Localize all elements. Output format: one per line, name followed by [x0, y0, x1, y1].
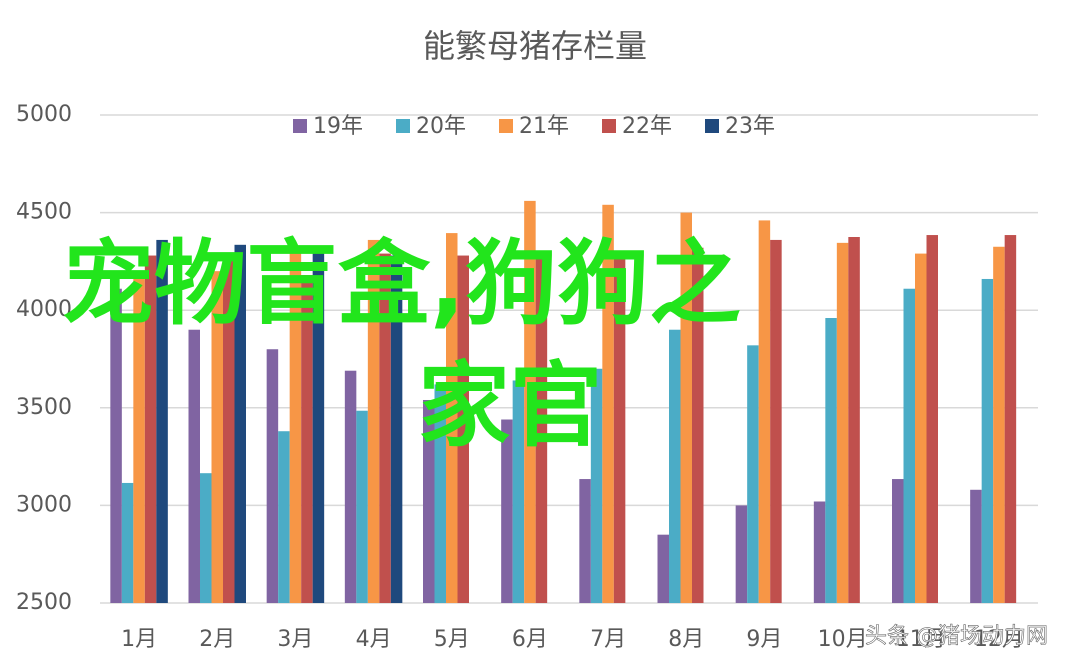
bar	[200, 473, 212, 603]
bar	[813, 501, 826, 603]
legend-swatch	[499, 119, 513, 133]
bar	[669, 329, 681, 603]
x-tick-label: 10月	[818, 627, 868, 652]
legend-label: 21年	[519, 114, 569, 139]
bar	[892, 479, 904, 603]
x-tick-label: 6月	[512, 627, 548, 652]
bar	[133, 271, 145, 603]
bar	[915, 253, 927, 604]
y-tick-label: 4000	[16, 297, 72, 322]
x-tick-label: 2月	[199, 627, 235, 652]
bar	[234, 244, 246, 604]
bar	[312, 251, 325, 603]
x-tick-label: 9月	[746, 627, 782, 652]
bar	[770, 239, 782, 604]
bar	[344, 370, 357, 603]
bar	[993, 246, 1005, 603]
y-tick-label: 3500	[16, 395, 72, 420]
x-tick-label: 7月	[590, 627, 626, 652]
bar	[434, 384, 446, 603]
bar	[680, 212, 692, 603]
legend-swatch	[293, 119, 307, 133]
x-tick-label: 1月	[121, 627, 157, 652]
bar	[211, 271, 223, 603]
bar	[602, 204, 614, 604]
bar	[266, 349, 279, 603]
bar	[367, 239, 380, 604]
x-tick-label: 8月	[668, 627, 704, 652]
y-tick-label: 3000	[16, 492, 72, 517]
bar	[579, 479, 591, 603]
bar	[524, 200, 536, 603]
bar	[512, 380, 525, 603]
bar	[457, 255, 469, 603]
x-tick-label: 11月	[896, 627, 946, 652]
bar	[836, 242, 849, 603]
bar	[903, 288, 915, 603]
bar	[144, 255, 157, 603]
bar	[188, 329, 200, 603]
bar	[926, 235, 938, 603]
bar	[156, 239, 168, 604]
bar	[356, 410, 368, 603]
bar	[535, 257, 548, 603]
legend-swatch	[602, 119, 616, 133]
bar	[758, 220, 771, 603]
legend-swatch	[396, 119, 410, 133]
bar	[121, 482, 134, 603]
x-tick-label: 4月	[356, 627, 392, 652]
x-tick-label: 12月	[974, 627, 1024, 652]
bar	[301, 275, 313, 603]
bar	[657, 534, 669, 603]
bar	[379, 253, 391, 604]
chart-title: 能繁母猪存栏量	[423, 27, 647, 65]
bar	[970, 489, 982, 603]
x-tick-label: 5月	[434, 627, 470, 652]
bar	[848, 237, 860, 603]
bar	[278, 431, 290, 603]
bar	[590, 368, 603, 603]
bar	[981, 278, 994, 603]
overlay-text: 家官	[418, 352, 602, 459]
bar	[446, 233, 458, 603]
y-tick-label: 2500	[16, 590, 72, 615]
legend-label: 23年	[725, 114, 775, 139]
x-tick-label: 3月	[277, 627, 313, 652]
watermark: 头条 @猪场动力网	[865, 624, 1048, 649]
legend-label: 19年	[313, 114, 363, 139]
legend-label: 22年	[622, 114, 672, 139]
bar	[692, 247, 704, 603]
bar	[825, 318, 837, 603]
y-tick-label: 4500	[16, 200, 72, 225]
bar	[613, 253, 626, 604]
overlay-text: 宠物盲盒,狗狗之	[62, 230, 741, 337]
legend-label: 20年	[416, 114, 466, 139]
bar	[735, 505, 748, 603]
bar	[501, 419, 513, 603]
bar	[289, 249, 302, 604]
legend-swatch	[705, 119, 719, 133]
y-tick-label: 5000	[16, 102, 72, 127]
bar	[110, 288, 122, 603]
bar	[390, 255, 403, 603]
bar	[747, 345, 759, 603]
bar	[1004, 235, 1017, 603]
bar	[223, 259, 235, 603]
bar	[423, 399, 435, 603]
